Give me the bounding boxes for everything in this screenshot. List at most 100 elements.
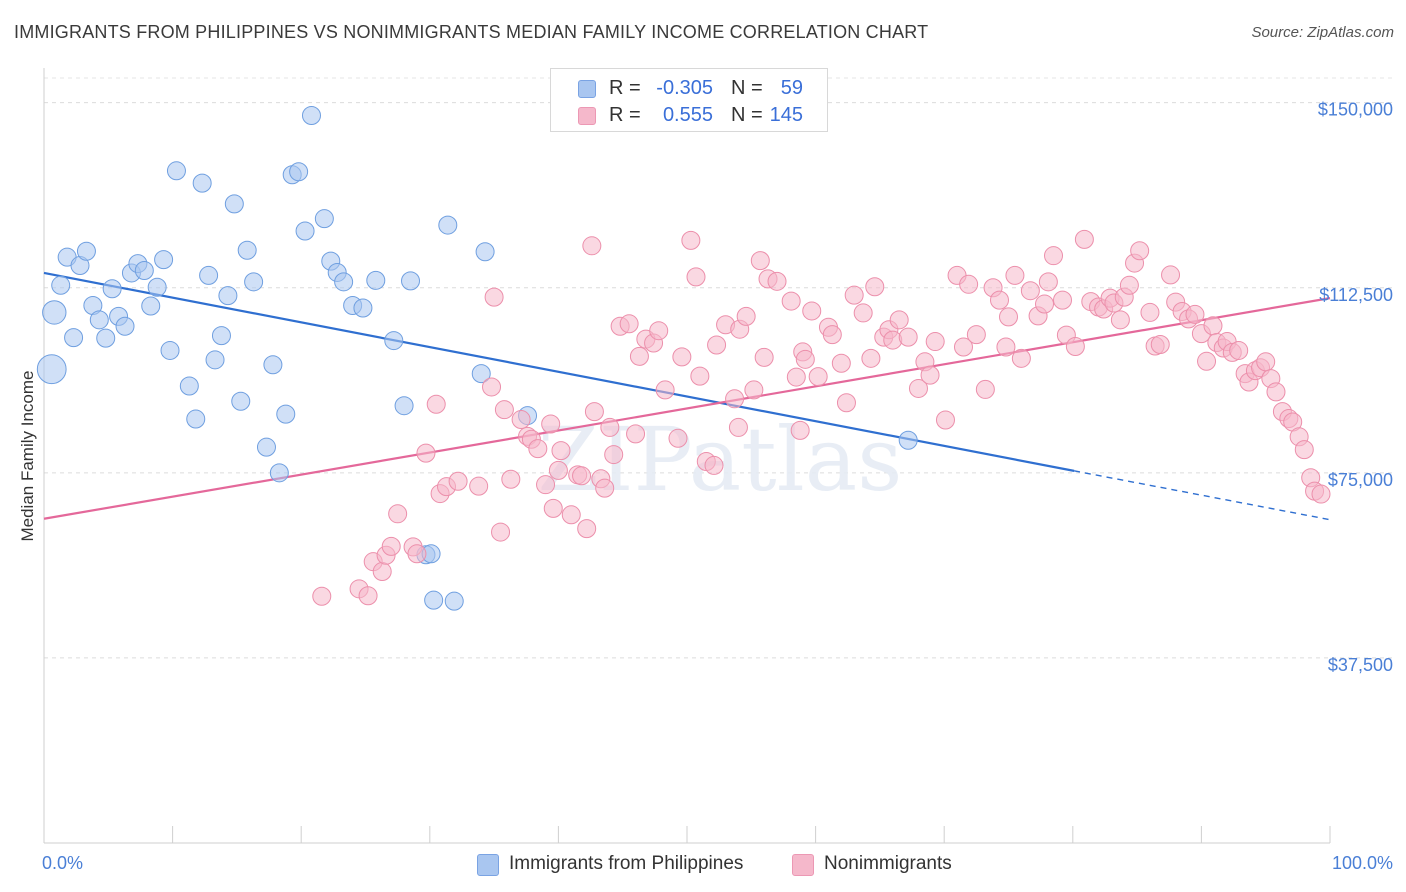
philippines-point (301, 106, 321, 126)
philippines-point (218, 286, 238, 306)
philippines-point (401, 271, 421, 291)
philippines-point (192, 173, 212, 193)
nonimmigrant-point (908, 378, 928, 398)
nonimmigrant-point (1140, 302, 1160, 322)
y-axis-label: Median Family Income (18, 370, 37, 542)
nonimmigrant-point (966, 325, 986, 345)
nonimmigrant-point (388, 504, 408, 524)
nonimmigrant-point (551, 441, 571, 461)
nonimmigrant-point (416, 443, 436, 463)
n-value: 145 (769, 104, 803, 126)
philippines-point (384, 331, 404, 351)
nonimmigrant-point (853, 303, 873, 323)
y-tick-label: $37,500 (1328, 655, 1393, 675)
legend-label: Nonimmigrants (824, 853, 952, 874)
nonimmigrant-point (426, 394, 446, 414)
philippines-point (224, 194, 244, 214)
nonimmigrant-point (1110, 310, 1130, 330)
nonimmigrant-point (1065, 336, 1085, 356)
nonimmigrant-point (750, 251, 770, 271)
philippines-point (898, 430, 918, 450)
grid-lines (44, 77, 1395, 659)
nonimmigrant-point (494, 400, 514, 420)
philippines-point (199, 265, 219, 285)
nonimmigrant-point (767, 271, 787, 291)
legend-item-philippines: Immigrants from Philippines (477, 852, 777, 878)
philippines-point (51, 275, 71, 295)
philippines-point (36, 354, 67, 385)
philippines-point (237, 240, 257, 260)
philippines-point (166, 161, 186, 181)
nonimmigrant-point (725, 389, 745, 409)
nonimmigrant-point (672, 347, 692, 367)
nonimmigrant-point (577, 519, 597, 539)
y-tick-label: $150,000 (1318, 100, 1393, 120)
philippines-point (102, 279, 122, 299)
n-value: 59 (780, 77, 803, 99)
nonimmigrant-point (802, 301, 822, 321)
nonimmigrant-point (619, 314, 639, 334)
nonimmigrant-point (407, 544, 427, 564)
legend-label: Immigrants from Philippines (509, 853, 744, 874)
nonimmigrant-point (1044, 246, 1064, 266)
nonimmigrant-point (861, 348, 881, 368)
nonimmigrant-point (1020, 281, 1040, 301)
philippines-point (276, 404, 296, 424)
nonimmigrant-point (528, 439, 548, 459)
correlation-legend: R = -0.305 N = 59 R = 0.555 N = 145 (550, 68, 828, 132)
nonimmigrant-point (649, 321, 669, 341)
nonimmigrant-point (541, 414, 561, 434)
nonimmigrant-point (808, 367, 828, 387)
philippines-point (263, 355, 283, 375)
nonimmigrant-point (736, 306, 756, 326)
philippines-point (179, 376, 199, 396)
chart-title: IMMIGRANTS FROM PHILIPPINES VS NONIMMIGR… (14, 22, 929, 42)
philippines-point (244, 272, 264, 292)
philippines-point (89, 310, 109, 330)
philippines-point (394, 396, 414, 416)
legend-row-philippines: R = -0.305 N = 59 (551, 75, 827, 101)
philippines-point (366, 270, 386, 290)
n-label: N = (731, 77, 763, 99)
nonimmigrant-point (686, 267, 706, 287)
nonimmigrant-point (831, 353, 851, 373)
nonimmigrant-point (1203, 316, 1223, 336)
nonimmigrant-point (584, 402, 604, 422)
philippines-trend-extension (1073, 470, 1331, 521)
r-value: -0.305 (656, 77, 713, 99)
nonimmigrant-point (704, 455, 724, 475)
philippines-point (438, 215, 458, 235)
nonimmigrant-point (604, 445, 624, 465)
tick-labels: $37,500 $75,000 $112,500 $150,000 0.0% 100.0% (42, 100, 1393, 873)
nonimmigrant-point (681, 230, 701, 250)
philippines-point (471, 364, 491, 384)
nonimmigrant-point (469, 476, 489, 496)
philippines-point (134, 260, 154, 280)
legend-row-nonimmigrants: R = 0.555 N = 145 (551, 102, 827, 128)
nonimmigrant-point (728, 417, 748, 437)
nonimmigrant-point (1229, 340, 1249, 360)
philippines-point (96, 328, 116, 348)
philippines-point (205, 350, 225, 370)
nonimmigrant-point (501, 469, 521, 489)
legend-swatch-blue (477, 854, 499, 876)
nonimmigrant-point (781, 291, 801, 311)
legend-swatch-pink (792, 854, 814, 876)
data-points (36, 106, 1331, 611)
nonimmigrant-point (935, 410, 955, 430)
philippines-point (444, 591, 464, 611)
nonimmigrant-point (381, 536, 401, 556)
nonimmigrant-point (629, 346, 649, 366)
y-tick-label: $75,000 (1328, 470, 1393, 490)
nonimmigrant-point (786, 367, 806, 387)
nonimmigrant-point (1311, 484, 1331, 504)
nonimmigrant-point (548, 460, 568, 480)
nonimmigrant-point (989, 290, 1009, 310)
philippines-point (76, 241, 96, 261)
nonimmigrant-point (690, 366, 710, 386)
nonimmigrant-point (822, 325, 842, 345)
nonimmigrant-point (312, 586, 332, 606)
philippines-point (160, 340, 180, 360)
nonimmigrant-point (707, 335, 727, 355)
y-tick-label: $112,500 (1319, 285, 1393, 305)
